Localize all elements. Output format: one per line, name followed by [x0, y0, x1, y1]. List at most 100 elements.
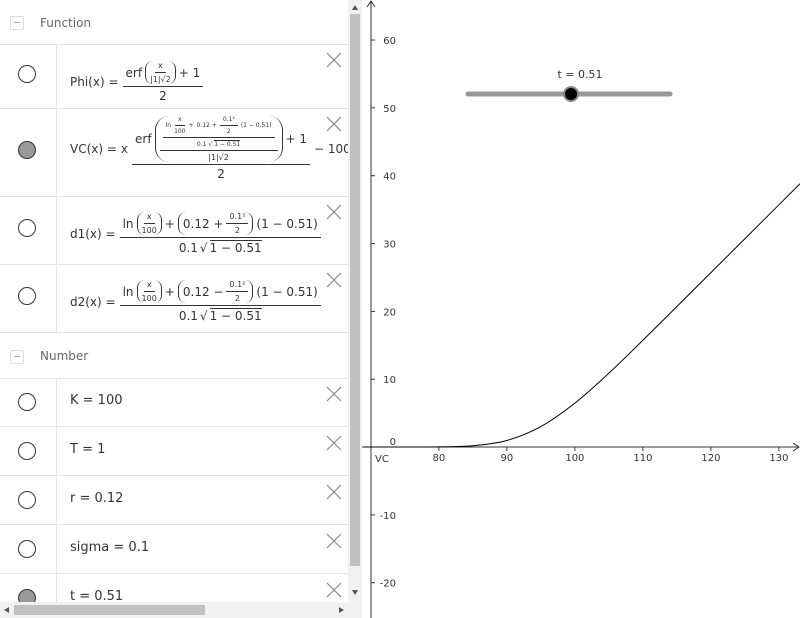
function-row[interactable]: VC(x) = x erf ln x 100 +0.12 +0.1² 2 (1 − 0.5…	[0, 108, 349, 197]
term: 100	[141, 226, 157, 235]
y-tick-label: -20	[380, 579, 396, 590]
x-tick-label: 100	[565, 453, 584, 464]
term: 0.1 √ 1 − 0.51	[179, 306, 262, 323]
term: ln	[122, 216, 134, 231]
term: 0.1²	[229, 280, 246, 289]
visibility-toggle[interactable]	[18, 141, 36, 159]
term: (1 − 0.51)	[240, 122, 272, 129]
term: x 100	[136, 280, 162, 303]
delete-button[interactable]	[325, 434, 343, 452]
term: |1|√2	[208, 153, 229, 162]
lhs: Phi(x) =	[70, 75, 119, 89]
formula: d1(x) = ln x 100 +0.12 +0.1² 2 (1 − 0.51) 0.1 √ 1…	[70, 212, 321, 255]
term: +	[188, 122, 194, 129]
number-row[interactable]: K = 100	[0, 378, 349, 427]
term: 0.1	[178, 240, 198, 255]
x-axis-arrow	[792, 442, 800, 452]
term: 0.12 − 0.1² 2	[177, 280, 254, 303]
term: √	[208, 140, 213, 148]
term: ln x 100 +0.12 + 0.1² 2 (1 − 0.51)	[119, 212, 321, 238]
vertical-scrollbar[interactable]	[348, 0, 362, 618]
term: 2	[235, 224, 240, 235]
y-axis-arrow	[366, 0, 376, 8]
function-row[interactable]: d1(x) = ln x 100 +0.12 +0.1² 2 (1 − 0.51) 0.1 √ 1…	[0, 196, 349, 265]
y-tick-label: 20	[383, 307, 396, 318]
x-tick-label: 80	[432, 453, 445, 464]
graphics-view: 80 90 100 110 120 130 -20 -10 0 10 20 30 40 50 60 VC t =…	[362, 0, 800, 618]
y-tick-label: 60	[383, 36, 396, 47]
term: ln x 100 +0.12 +0.1² 2 (1 − 0.51) 0.1 √ 1 − 0.51	[119, 212, 321, 255]
term: 2	[234, 226, 240, 235]
term: x	[146, 212, 152, 221]
term: 0.1	[196, 140, 207, 148]
term: 0.12 + 0.1² 2	[177, 212, 254, 235]
term: ln	[165, 122, 172, 129]
y-tick-label: 50	[383, 104, 396, 115]
y-tick-label: -10	[380, 511, 396, 522]
visibility-toggle[interactable]	[18, 287, 36, 305]
visibility-toggle[interactable]	[18, 540, 36, 558]
term: erf	[125, 65, 143, 80]
delete-button[interactable]	[325, 581, 343, 599]
number-row[interactable]: t = 0.51	[0, 574, 349, 602]
term: ln x 100 +0.12 −0.1² 2 (1 − 0.51) 0.1 √ 1 − 0.51	[119, 280, 321, 323]
visibility-toggle[interactable]	[18, 219, 36, 237]
term: 2	[235, 292, 240, 303]
section-title: Number	[40, 349, 89, 363]
term: 2	[159, 89, 167, 103]
term: 2	[226, 128, 231, 135]
number-text: t = 0.51	[70, 589, 124, 602]
term: 1 − 0.51	[209, 308, 262, 323]
function-row[interactable]: d2(x) = ln x 100 +0.12 −0.1² 2 (1 − 0.51) 0.1 √ 1…	[0, 264, 349, 333]
term: √	[199, 240, 208, 255]
section-header[interactable]: Function	[0, 0, 349, 45]
delete-button[interactable]	[325, 483, 343, 501]
visibility-toggle[interactable]	[18, 491, 36, 509]
formula: d2(x) = ln x 100 +0.12 −0.1² 2 (1 − 0.51) 0.1 √ 1…	[70, 280, 321, 323]
x-tick-label: 120	[701, 453, 720, 464]
term: 2	[217, 167, 225, 181]
formula: Phi(x) = erf x |1|√2 + 1 2	[70, 61, 204, 103]
number-row[interactable]: sigma = 0.1	[0, 525, 349, 574]
delete-button[interactable]	[325, 532, 343, 550]
term: (1 − 0.51)	[256, 284, 318, 299]
term: 0.12 +	[196, 122, 217, 129]
function-curve	[364, 183, 800, 448]
term: erf	[135, 132, 152, 146]
term: + 1	[285, 132, 308, 146]
y-tick-label: 30	[383, 240, 396, 251]
term: 100	[174, 128, 186, 135]
term: x 100	[142, 280, 157, 303]
term: 100	[142, 224, 157, 235]
number-text: T = 1	[70, 442, 106, 457]
visibility-toggle[interactable]	[18, 589, 36, 602]
delete-button[interactable]	[325, 51, 343, 69]
term: 0.1² 2	[226, 280, 249, 303]
term: 0.1	[178, 308, 198, 323]
term: 0.1²	[226, 212, 249, 224]
delete-button[interactable]	[325, 203, 343, 221]
x-tick-label: 90	[500, 453, 513, 464]
function-row[interactable]: Phi(x) = erf x |1|√2 + 1 2	[0, 44, 349, 109]
number-text: K = 100	[70, 393, 123, 408]
number-text: sigma = 0.1	[70, 540, 150, 555]
horizontal-scrollbar[interactable]	[0, 602, 348, 618]
number-text: r = 0.12	[70, 491, 124, 506]
delete-button[interactable]	[325, 115, 343, 133]
number-row[interactable]: T = 1	[0, 427, 349, 476]
visibility-toggle[interactable]	[18, 65, 36, 83]
visibility-toggle[interactable]	[18, 393, 36, 411]
term: 2	[234, 294, 240, 303]
term: x 100	[136, 212, 162, 235]
section-header[interactable]: Number	[0, 332, 349, 379]
delete-button[interactable]	[325, 385, 343, 403]
term: x	[175, 116, 185, 126]
slider-knob[interactable]	[563, 86, 580, 102]
formula: VC(x) = x erf ln x 100 +0.12 +0.1² 2 (1 − 0.5…	[70, 116, 349, 181]
term: x	[155, 61, 166, 73]
number-row[interactable]: r = 0.12	[0, 476, 349, 525]
visibility-toggle[interactable]	[18, 442, 36, 460]
delete-button[interactable]	[325, 271, 343, 289]
